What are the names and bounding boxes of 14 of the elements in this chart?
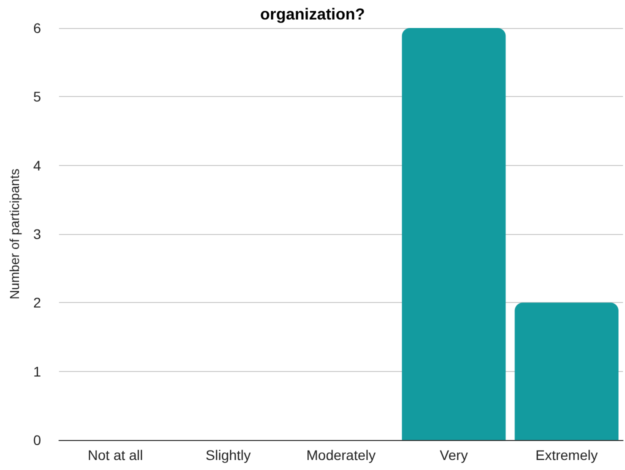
y-tick-label: 5: [33, 88, 42, 105]
y-tick-label: 1: [33, 363, 42, 380]
x-tick-label: Moderately: [306, 447, 376, 463]
y-tick-label: 2: [33, 294, 42, 311]
x-tick-label: Very: [440, 447, 468, 463]
x-tick-label: Slightly: [206, 447, 251, 463]
chart-title: organization?: [260, 6, 365, 24]
y-tick-label: 0: [33, 432, 42, 448]
y-tick-label: 4: [33, 157, 42, 174]
x-tick-label: Not at all: [88, 447, 144, 463]
y-tick-label: 3: [33, 226, 42, 242]
y-axis-title: Number of participants: [7, 168, 22, 300]
x-tick-label: Extremely: [535, 447, 598, 463]
y-tick-label: 6: [33, 20, 42, 36]
